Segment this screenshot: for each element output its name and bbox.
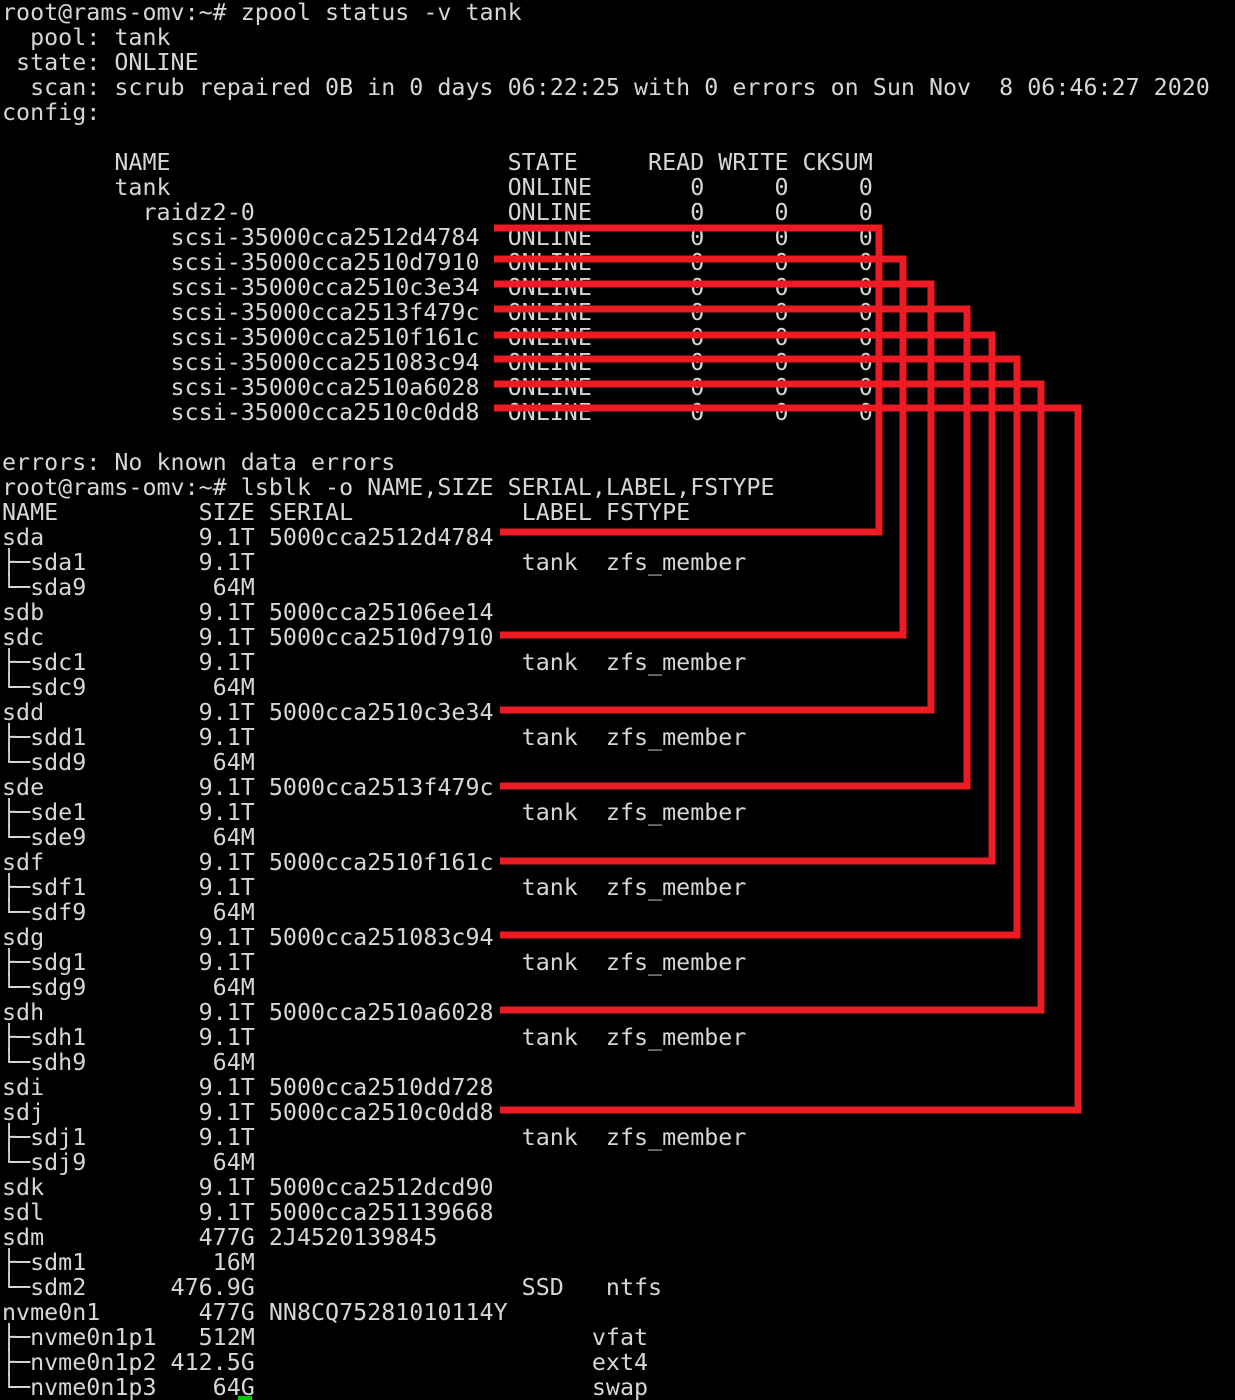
terminal-line: root@rams-omv:~# lsblk -o NAME,SIZE SERI…: [2, 473, 775, 501]
terminal-line: errors: No known data errors: [2, 448, 396, 476]
terminal-line: └─sdj9 64M: [2, 1148, 255, 1176]
terminal-line: sdf 9.1T 5000cca2510f161c: [2, 848, 494, 876]
terminal-line: sdl 9.1T 5000cca251139668: [2, 1198, 494, 1226]
terminal-line: NAME SIZE SERIAL LABEL FSTYPE: [2, 498, 691, 526]
terminal-line: ├─nvme0n1p1 512M vfat: [2, 1323, 649, 1351]
terminal-line: [2, 425, 1210, 450]
terminal-line: NAME STATE READ WRITE CKSUM: [2, 148, 873, 176]
terminal-line: sdi 9.1T 5000cca2510dd728: [2, 1073, 494, 1101]
terminal-output: root@rams-omv:~# zpool status -v tank po…: [2, 0, 1210, 1400]
terminal-line: pool: tank: [2, 23, 171, 51]
terminal-line: scsi-35000cca2510c3e34 ONLINE 0 0 0: [2, 273, 873, 301]
terminal-line: ├─sdh1 9.1T tank zfs_member: [2, 1023, 747, 1051]
terminal-line: └─sde9 64M: [2, 823, 255, 851]
terminal-line: ├─nvme0n1p2 412.5G ext4: [2, 1348, 649, 1376]
terminal-line: ├─sdg1 9.1T tank zfs_member: [2, 948, 747, 976]
terminal-line: sdk 9.1T 5000cca2512dcd90: [2, 1173, 494, 1201]
terminal-line: sde 9.1T 5000cca2513f479c: [2, 773, 494, 801]
terminal-line: sdj 9.1T 5000cca2510c0dd8: [2, 1098, 494, 1126]
terminal-line: ├─sdj1 9.1T tank zfs_member: [2, 1123, 747, 1151]
terminal-line: └─sda9 64M: [2, 573, 255, 601]
terminal-line: └─sdg9 64M: [2, 973, 255, 1001]
terminal-line: └─sdd9 64M: [2, 748, 255, 776]
terminal-line: raidz2-0 ONLINE 0 0 0: [2, 198, 873, 226]
terminal-line: └─sdm2 476.9G SSD ntfs: [2, 1273, 663, 1301]
terminal-line: ├─sdm1 16M: [2, 1248, 255, 1276]
terminal-line: scsi-35000cca251083c94 ONLINE 0 0 0: [2, 348, 873, 376]
terminal-line: sdm 477G 2J4520139845: [2, 1223, 438, 1251]
terminal-line: sdb 9.1T 5000cca25106ee14: [2, 598, 494, 626]
terminal-line: sdg 9.1T 5000cca251083c94: [2, 923, 494, 951]
terminal-line: scsi-35000cca2510d7910 ONLINE 0 0 0: [2, 248, 873, 276]
terminal-line: state: ONLINE: [2, 48, 199, 76]
terminal-line: └─sdc9 64M: [2, 673, 255, 701]
terminal-line: ├─sdf1 9.1T tank zfs_member: [2, 873, 747, 901]
terminal-line: scan: scrub repaired 0B in 0 days 06:22:…: [2, 73, 1210, 101]
terminal-line: └─nvme0n1p3 64G swap: [2, 1373, 649, 1400]
terminal-line: └─sdf9 64M: [2, 898, 255, 926]
terminal-line: └─sdh9 64M: [2, 1048, 255, 1076]
terminal-line: scsi-35000cca2513f479c ONLINE 0 0 0: [2, 298, 873, 326]
terminal-line: nvme0n1 477G NN8CQ75281010114Y: [2, 1298, 508, 1326]
terminal-line: sdc 9.1T 5000cca2510d7910: [2, 623, 494, 651]
terminal-line: ├─sdd1 9.1T tank zfs_member: [2, 723, 747, 751]
terminal-line: scsi-35000cca2510c0dd8 ONLINE 0 0 0: [2, 398, 873, 426]
terminal-line: ├─sde1 9.1T tank zfs_member: [2, 798, 747, 826]
terminal-line: sdh 9.1T 5000cca2510a6028: [2, 998, 494, 1026]
terminal-line: [2, 125, 1210, 150]
terminal-line: config:: [2, 98, 101, 126]
terminal-line: ├─sda1 9.1T tank zfs_member: [2, 548, 747, 576]
terminal-line: ├─sdc1 9.1T tank zfs_member: [2, 648, 747, 676]
terminal-cursor: [238, 1396, 252, 1400]
terminal-line: scsi-35000cca2510a6028 ONLINE 0 0 0: [2, 373, 873, 401]
terminal-line: scsi-35000cca2510f161c ONLINE 0 0 0: [2, 323, 873, 351]
terminal-line: sda 9.1T 5000cca2512d4784: [2, 523, 494, 551]
terminal-line: tank ONLINE 0 0 0: [2, 173, 873, 201]
terminal-line: root@rams-omv:~# zpool status -v tank: [2, 0, 522, 26]
terminal-line: scsi-35000cca2512d4784 ONLINE 0 0 0: [2, 223, 873, 251]
terminal-line: sdd 9.1T 5000cca2510c3e34: [2, 698, 494, 726]
